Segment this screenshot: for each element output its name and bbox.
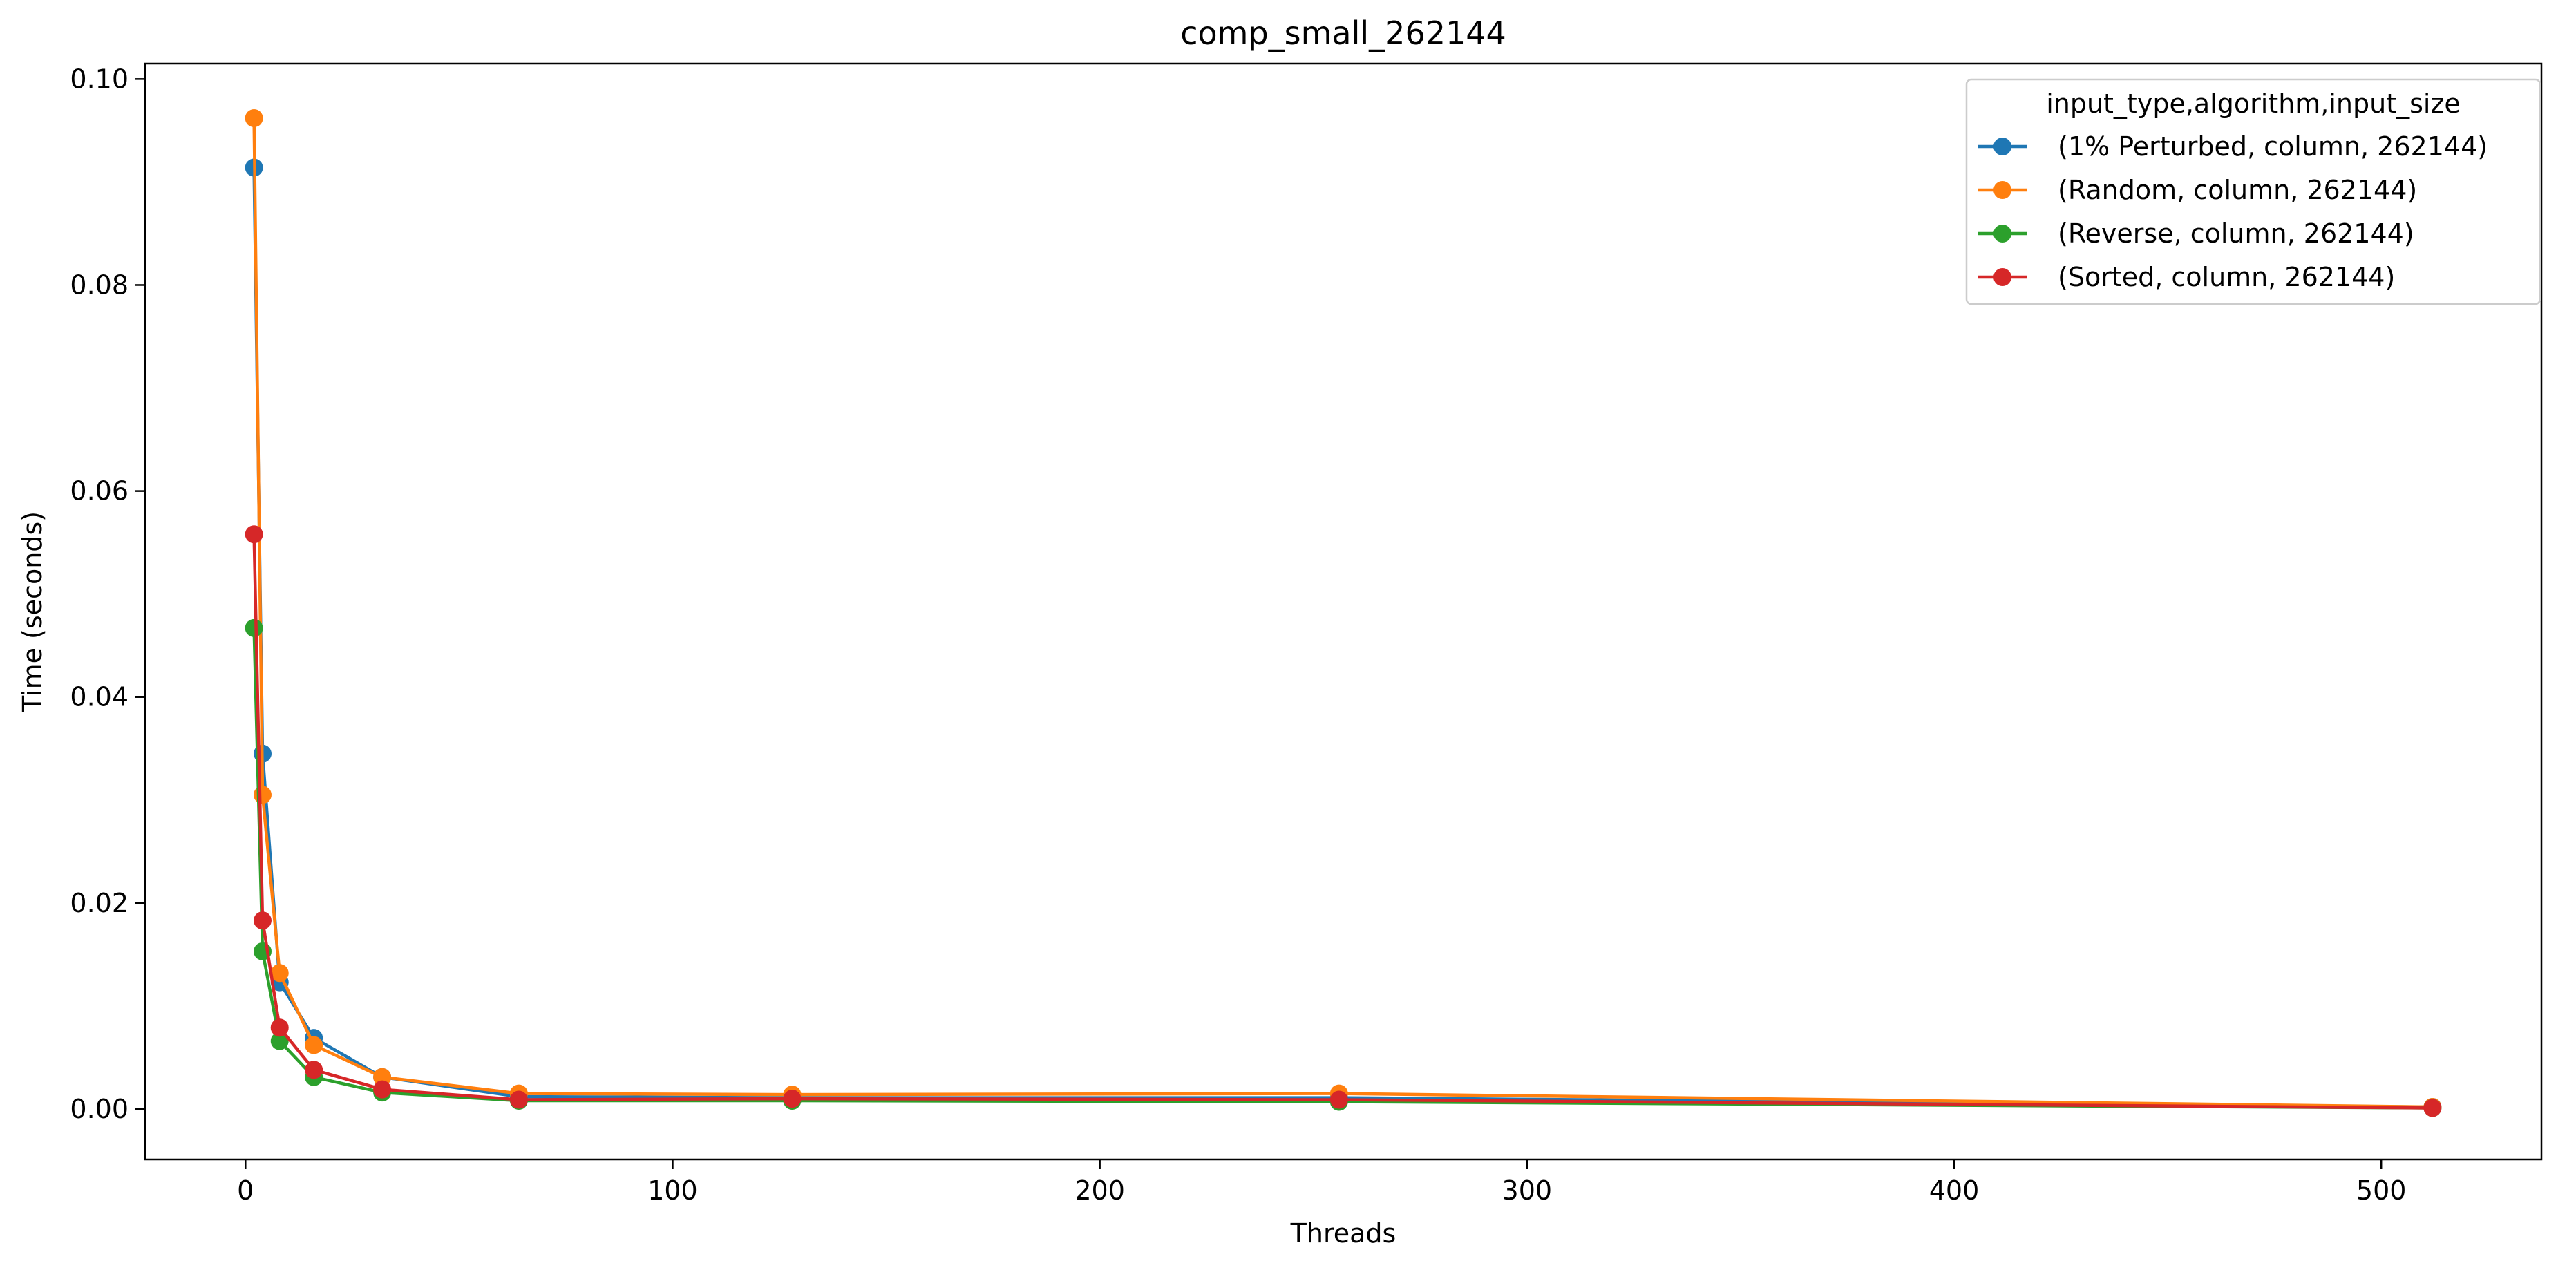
legend-label: (1% Perturbed, column, 262144): [2058, 131, 2488, 162]
legend-entries: (1% Perturbed, column, 262144) (Random, c…: [1978, 131, 2488, 292]
legend-entry: (Random, column, 262144): [1978, 175, 2417, 205]
plot-series: [245, 109, 2442, 1117]
data-point: [270, 1018, 289, 1037]
data-point: [254, 786, 272, 804]
legend-swatch-marker: [1993, 268, 2011, 286]
y-tick-label: 0.04: [70, 682, 129, 712]
legend-label: (Sorted, column, 262144): [2058, 262, 2395, 292]
x-tick-label: 500: [2356, 1175, 2407, 1206]
y-axis-label: Time (seconds): [17, 511, 48, 712]
legend-swatch-marker: [1993, 138, 2011, 155]
x-axis-ticks: 0 100 200 300 400 500: [237, 1159, 2406, 1206]
data-point: [270, 1032, 289, 1050]
y-axis-ticks: 0.00 0.02 0.04 0.06 0.08 0.10: [70, 64, 145, 1124]
x-tick-label: 200: [1074, 1175, 1125, 1206]
data-point: [783, 1090, 802, 1108]
plot-frame: [144, 62, 2543, 1161]
y-tick-label: 0.02: [70, 888, 129, 918]
legend-box: [1965, 78, 2541, 305]
data-point: [270, 964, 289, 983]
x-tick-label: 300: [1502, 1175, 1553, 1206]
legend-entry: (1% Perturbed, column, 262144): [1978, 131, 2488, 162]
legend-label: (Random, column, 262144): [2058, 175, 2417, 205]
legend-swatch-marker: [1993, 225, 2011, 243]
chart-title: comp_small_262144: [1180, 15, 1506, 52]
data-point: [2423, 1099, 2442, 1117]
data-point: [373, 1068, 392, 1086]
data-point: [305, 1036, 323, 1054]
data-point: [373, 1080, 392, 1099]
x-axis-label: Threads: [1290, 1218, 1396, 1249]
y-tick-label: 0.10: [70, 64, 129, 94]
x-tick-label: 100: [647, 1175, 698, 1206]
x-tick-label: 0: [237, 1175, 254, 1206]
data-point: [245, 525, 263, 544]
legend-label: (Reverse, column, 262144): [2058, 218, 2414, 249]
data-point: [1329, 1090, 1348, 1109]
y-tick-label: 0.00: [70, 1094, 129, 1124]
y-tick-label: 0.08: [70, 269, 129, 300]
legend-title: input_type,algorithm,input_size: [2046, 88, 2461, 119]
legend-entry: (Sorted, column, 262144): [1978, 262, 2395, 292]
legend: input_type,algorithm,input_size (1% Pert…: [1965, 78, 2541, 305]
legend-entry: (Reverse, column, 262144): [1978, 218, 2414, 249]
data-point: [305, 1061, 323, 1079]
data-point: [254, 911, 272, 930]
data-point: [245, 618, 263, 637]
data-point: [245, 109, 263, 128]
y-tick-label: 0.06: [70, 476, 129, 506]
data-point: [509, 1090, 528, 1109]
legend-swatch-marker: [1993, 181, 2011, 199]
series-group: [245, 525, 2442, 1117]
x-tick-label: 400: [1929, 1175, 1980, 1206]
